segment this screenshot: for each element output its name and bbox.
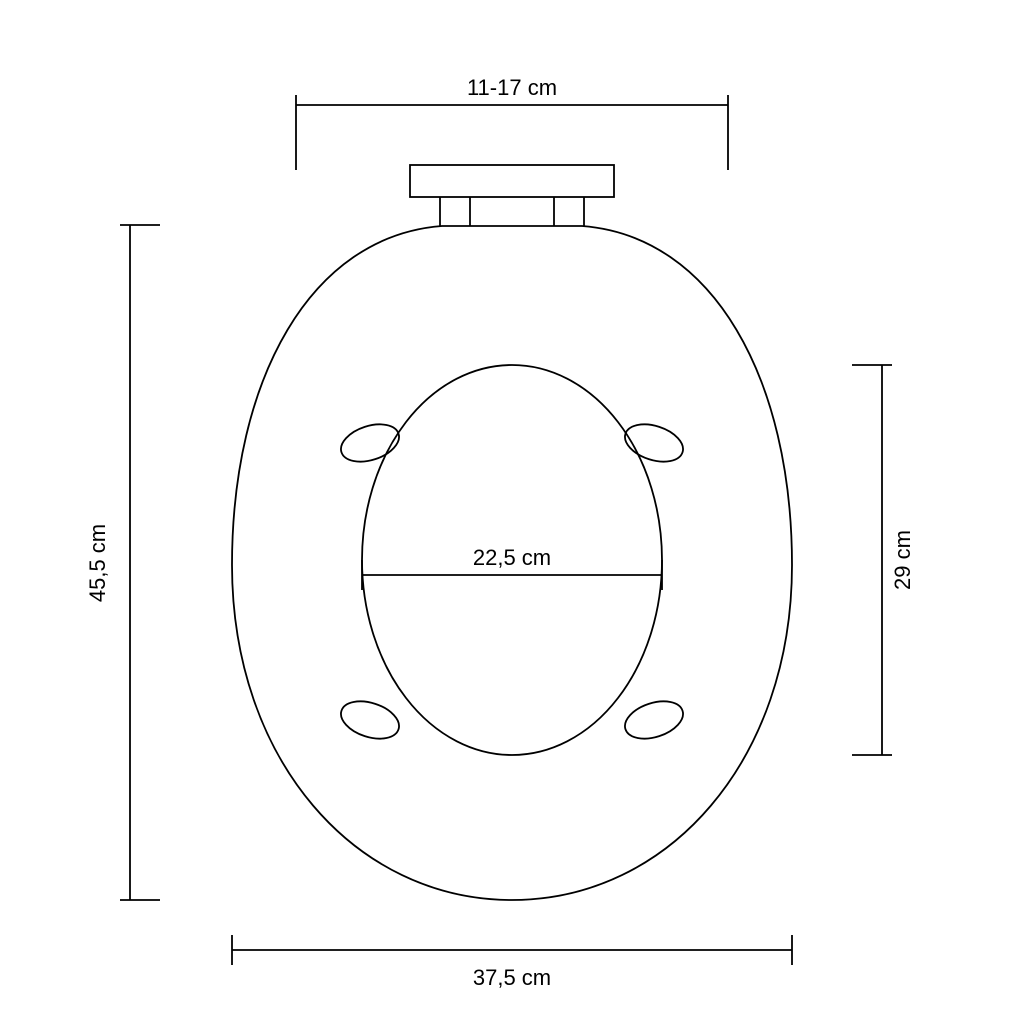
- dimension-diagram: 11-17 cm 45,5 cm 29 cm 22,5 cm 37,5 cm: [0, 0, 1024, 1024]
- dim-inner-length-label: 29 cm: [890, 530, 915, 590]
- bumper-bottom-right: [620, 695, 688, 746]
- dim-inner-length: 29 cm: [852, 365, 915, 755]
- dim-hinge-spacing-label: 11-17 cm: [467, 75, 557, 100]
- dim-inner-width: 22,5 cm: [362, 545, 662, 590]
- dim-hinge-spacing: 11-17 cm: [296, 75, 728, 170]
- dim-outer-length: 45,5 cm: [85, 225, 160, 900]
- dim-outer-length-label: 45,5 cm: [85, 524, 110, 602]
- bumper-top-left: [336, 418, 404, 469]
- dim-outer-width-label: 37,5 cm: [473, 965, 551, 990]
- hinge-bar: [410, 165, 614, 197]
- dim-outer-width: 37,5 cm: [232, 935, 792, 990]
- bumper-bottom-left: [336, 695, 404, 746]
- bumper-top-right: [620, 418, 688, 469]
- dim-inner-width-label: 22,5 cm: [473, 545, 551, 570]
